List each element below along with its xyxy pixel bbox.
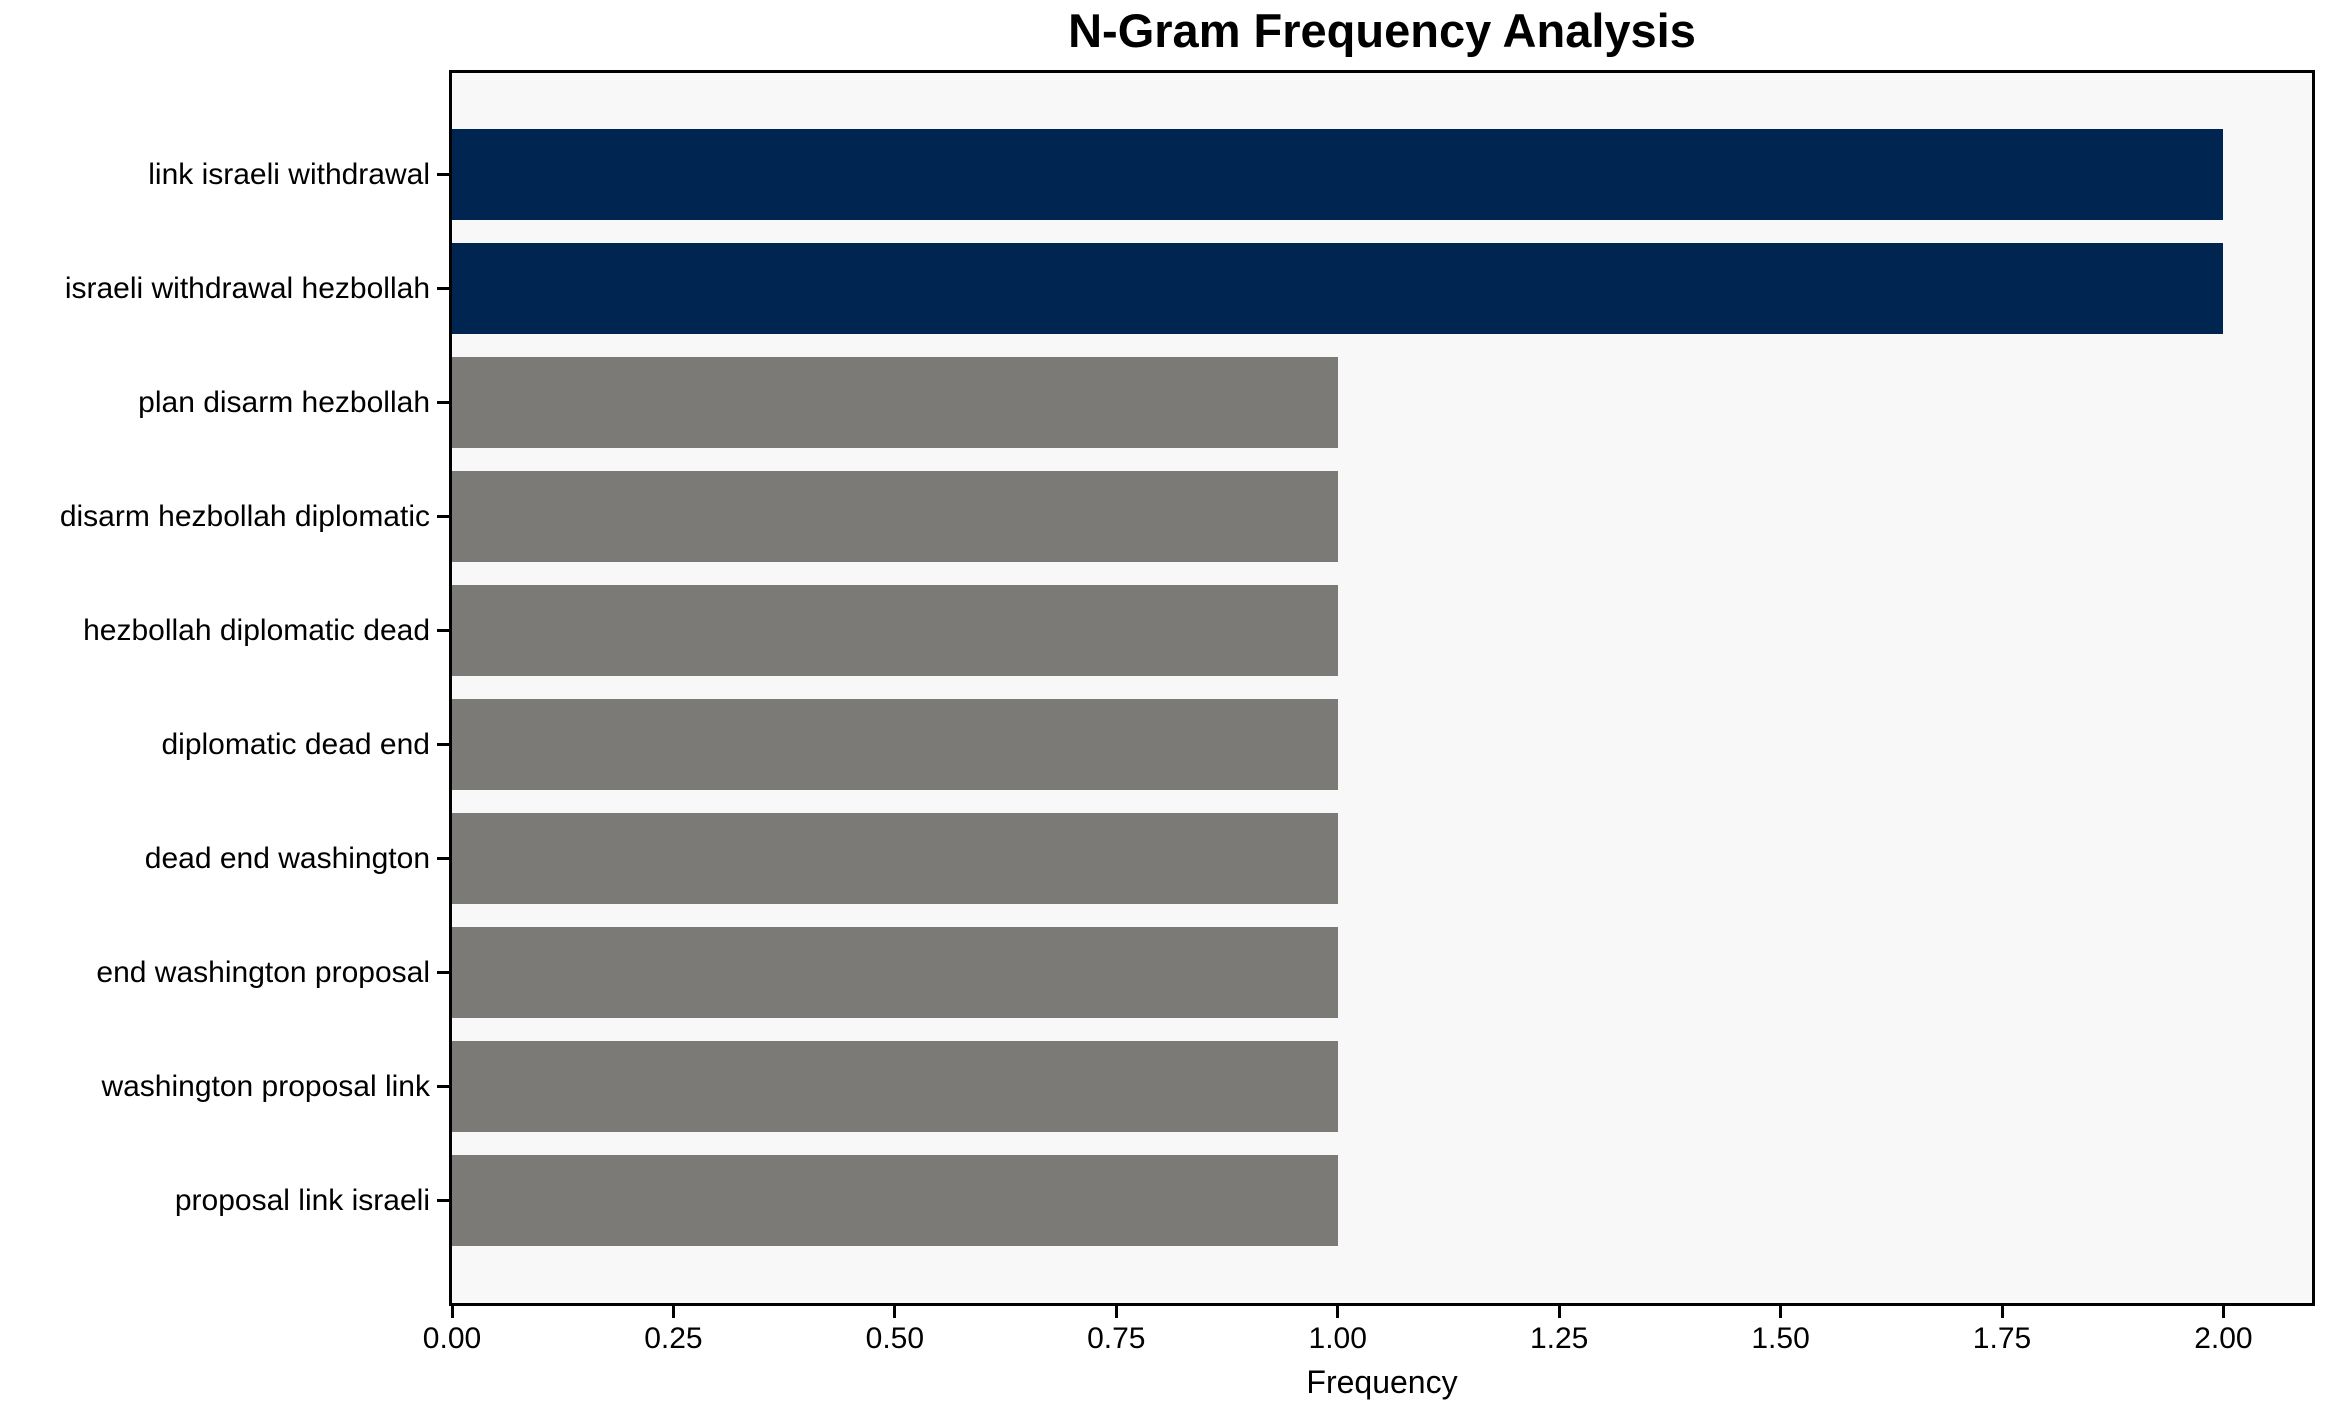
y-tick-label: washington proposal link	[101, 1069, 430, 1103]
x-tick-label: 2.00	[2194, 1322, 2253, 1355]
x-axis-title: Frequency	[1306, 1364, 1458, 1400]
x-tick-mark	[1336, 1306, 1340, 1318]
y-tick-mark	[437, 857, 449, 860]
chart-title: N-Gram Frequency Analysis	[1068, 4, 1696, 57]
x-tick-label: 1.75	[1972, 1322, 2032, 1355]
bar-disarm-hezbollah-diplomatic	[452, 471, 1338, 562]
x-tick-mark	[1114, 1306, 1118, 1318]
y-tick-mark	[437, 629, 449, 632]
y-tick-label: end washington proposal	[96, 955, 430, 989]
y-tick-label: hezbollah diplomatic dead	[83, 613, 430, 647]
bar-end-washington-proposal	[452, 927, 1338, 1018]
x-tick-mark	[893, 1306, 897, 1318]
bar-link-israeli-withdrawal	[452, 129, 2224, 220]
bar-diplomatic-dead-end	[452, 699, 1338, 790]
plot-area	[449, 70, 2315, 1306]
y-tick-mark	[437, 1199, 449, 1202]
y-tick-label: diplomatic dead end	[161, 727, 430, 761]
y-tick-label: israeli withdrawal hezbollah	[64, 271, 430, 305]
y-tick-mark	[437, 743, 449, 746]
x-tick-label: 0.75	[1087, 1322, 1146, 1355]
x-tick-label: 1.50	[1751, 1322, 1810, 1355]
bar-washington-proposal-link	[452, 1041, 1338, 1132]
y-tick-label: plan disarm hezbollah	[138, 385, 430, 419]
x-tick-label: 1.25	[1529, 1322, 1589, 1355]
x-tick-label: 1.00	[1308, 1322, 1367, 1355]
y-tick-mark	[437, 173, 449, 176]
x-tick-mark	[671, 1306, 675, 1318]
x-tick-mark	[1557, 1306, 1561, 1318]
y-tick-label: disarm hezbollah diplomatic	[59, 499, 430, 533]
y-tick-label: dead end washington	[144, 841, 430, 875]
y-tick-mark	[437, 1085, 449, 1088]
x-tick-label: 0.50	[865, 1322, 925, 1355]
bar-israeli-withdrawal-hezbollah	[452, 243, 2224, 334]
bar-plan-disarm-hezbollah	[452, 357, 1338, 448]
x-tick-mark	[2000, 1306, 2004, 1318]
y-tick-mark	[437, 287, 449, 290]
y-tick-label: proposal link israeli	[174, 1183, 430, 1217]
y-tick-label: link israeli withdrawal	[148, 157, 430, 191]
bar-proposal-link-israeli	[452, 1155, 1338, 1246]
x-tick-label: 0.25	[644, 1322, 703, 1355]
x-tick-mark	[2221, 1306, 2225, 1318]
bar-dead-end-washington	[452, 813, 1338, 904]
bar-hezbollah-diplomatic-dead	[452, 585, 1338, 676]
y-tick-mark	[437, 515, 449, 518]
x-tick-mark	[450, 1306, 454, 1318]
y-tick-mark	[437, 401, 449, 404]
y-tick-mark	[437, 971, 449, 974]
x-tick-label: 0.00	[422, 1322, 482, 1355]
x-tick-mark	[1779, 1306, 1783, 1318]
